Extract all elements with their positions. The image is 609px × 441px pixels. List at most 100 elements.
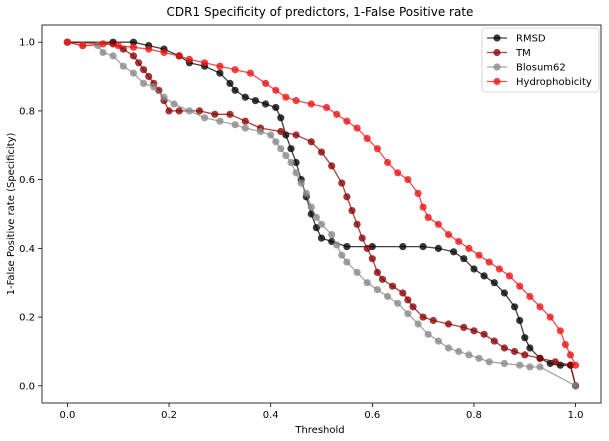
data-point-tm bbox=[165, 107, 173, 115]
data-point-tm bbox=[353, 220, 361, 228]
data-point-hydrophobicity bbox=[363, 134, 371, 142]
data-point-blosum62 bbox=[455, 347, 463, 356]
plot-area bbox=[41, 24, 602, 404]
y-tick-label: 0.6 bbox=[19, 175, 35, 186]
data-point-tm bbox=[348, 207, 356, 215]
data-point-blosum62 bbox=[526, 363, 534, 371]
data-point-blosum62 bbox=[338, 251, 346, 259]
legend-label-blosum62: Blosum62 bbox=[516, 63, 566, 74]
series-layer bbox=[63, 38, 580, 390]
data-point-tm bbox=[378, 275, 387, 283]
data-point-blosum62 bbox=[328, 231, 336, 239]
series-tm bbox=[63, 38, 580, 390]
data-point-blosum62 bbox=[287, 158, 295, 167]
data-point-hydrophobicity bbox=[424, 213, 432, 221]
series-blosum62 bbox=[63, 38, 580, 390]
data-point-tm bbox=[307, 138, 315, 146]
data-point-hydrophobicity bbox=[566, 351, 575, 359]
data-point-hydrophobicity bbox=[394, 169, 402, 177]
data-point-blosum62 bbox=[277, 145, 285, 153]
data-point-rmsd bbox=[277, 114, 285, 122]
data-point-tm bbox=[155, 86, 163, 94]
data-point-hydrophobicity bbox=[231, 66, 239, 74]
data-point-rmsd bbox=[510, 303, 519, 311]
data-point-rmsd bbox=[399, 243, 407, 251]
data-point-blosum62 bbox=[231, 121, 239, 129]
legend: RMSD TM Blosum62 Hydrophobicity bbox=[481, 27, 600, 93]
data-point-tm bbox=[444, 320, 453, 328]
data-point-hydrophobicity bbox=[455, 237, 463, 246]
data-point-rmsd bbox=[241, 93, 249, 101]
data-point-tm bbox=[551, 358, 559, 366]
series-line-blosum62 bbox=[67, 41, 576, 387]
data-point-hydrophobicity bbox=[419, 203, 427, 211]
data-point-tm bbox=[119, 45, 127, 53]
data-point-hydrophobicity bbox=[536, 303, 544, 311]
data-point-hydrophobicity bbox=[307, 100, 315, 108]
data-point-blosum62 bbox=[267, 131, 275, 139]
data-point-tm bbox=[419, 313, 427, 321]
y-tick-label: 1.0 bbox=[19, 38, 35, 49]
chart-title: CDR1 Specificity of predictors, 1-False … bbox=[167, 5, 474, 19]
data-point-hydrophobicity bbox=[505, 272, 514, 280]
data-point-blosum62 bbox=[373, 286, 381, 294]
x-axis: 0.0 0.2 0.4 0.6 0.8 1.0 bbox=[59, 403, 584, 421]
data-point-rmsd bbox=[500, 289, 508, 297]
data-point-tm bbox=[500, 344, 508, 352]
data-point-hydrophobicity bbox=[114, 42, 122, 50]
data-point-tm bbox=[145, 72, 153, 81]
data-point-blosum62 bbox=[363, 279, 371, 287]
data-point-hydrophobicity bbox=[63, 38, 71, 46]
data-point-blosum62 bbox=[500, 359, 508, 368]
data-point-hydrophobicity bbox=[546, 313, 554, 321]
data-point-hydrophobicity bbox=[353, 124, 361, 132]
data-point-blosum62 bbox=[160, 93, 168, 101]
data-point-hydrophobicity bbox=[216, 62, 224, 70]
series-line-hydrophobicity bbox=[67, 41, 577, 366]
data-point-blosum62 bbox=[414, 320, 422, 328]
data-point-blosum62 bbox=[201, 114, 209, 122]
data-point-blosum62 bbox=[444, 344, 453, 352]
data-point-rmsd bbox=[317, 234, 326, 242]
data-point-rmsd bbox=[460, 255, 468, 263]
y-axis: 0.0 0.2 0.4 0.6 0.8 1.0 bbox=[19, 38, 42, 392]
data-point-tm bbox=[373, 268, 381, 276]
data-point-rmsd bbox=[251, 97, 259, 105]
data-point-hydrophobicity bbox=[526, 292, 534, 301]
data-point-blosum62 bbox=[572, 382, 580, 390]
data-point-hydrophobicity bbox=[475, 251, 483, 259]
data-point-tm bbox=[195, 107, 204, 115]
data-point-blosum62 bbox=[312, 213, 320, 221]
data-point-hydrophobicity bbox=[292, 97, 300, 105]
data-point-blosum62 bbox=[109, 52, 117, 60]
data-point-blosum62 bbox=[150, 83, 158, 91]
data-point-hydrophobicity bbox=[343, 117, 351, 125]
data-point-blosum62 bbox=[170, 100, 178, 108]
data-point-tm bbox=[135, 59, 143, 67]
data-point-hydrophobicity bbox=[434, 220, 442, 228]
data-point-blosum62 bbox=[516, 361, 524, 369]
data-point-tm bbox=[480, 330, 488, 338]
plot-frame bbox=[41, 24, 602, 404]
data-point-tm bbox=[277, 127, 285, 136]
data-point-rmsd bbox=[343, 243, 351, 251]
data-point-hydrophobicity bbox=[404, 176, 412, 184]
data-point-blosum62 bbox=[256, 127, 265, 136]
data-point-rmsd bbox=[419, 243, 427, 251]
data-point-hydrophobicity bbox=[262, 79, 270, 87]
data-point-rmsd bbox=[312, 224, 320, 232]
data-point-blosum62 bbox=[353, 268, 361, 276]
data-point-tm bbox=[175, 107, 183, 115]
data-point-hydrophobicity bbox=[465, 244, 473, 252]
data-point-rmsd bbox=[450, 248, 458, 256]
data-point-rmsd bbox=[516, 316, 524, 325]
data-point-tm bbox=[510, 347, 519, 356]
data-point-tm bbox=[292, 131, 300, 139]
data-point-hydrophobicity bbox=[556, 327, 564, 335]
data-point-blosum62 bbox=[317, 220, 326, 228]
x-axis-label: Threshold bbox=[294, 425, 344, 436]
data-point-tm bbox=[566, 361, 575, 369]
data-point-tm bbox=[460, 323, 468, 331]
legend-marker-blosum62 bbox=[493, 63, 501, 71]
data-point-blosum62 bbox=[241, 124, 249, 132]
